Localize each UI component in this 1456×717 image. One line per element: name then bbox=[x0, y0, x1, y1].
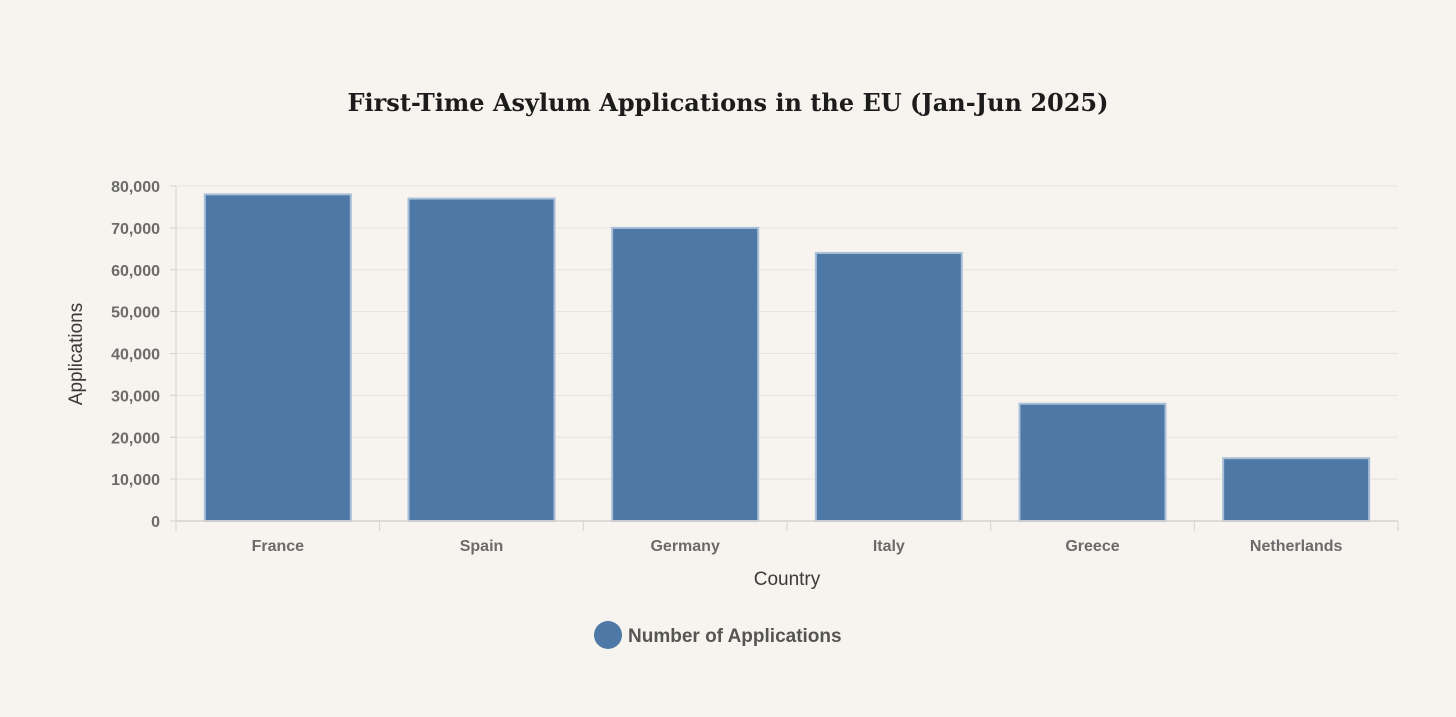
legend-label: Number of Applications bbox=[628, 626, 842, 647]
legend-marker bbox=[594, 621, 622, 649]
bar-france[interactable] bbox=[203, 193, 352, 522]
x-tick-label: France bbox=[252, 538, 305, 555]
y-axis-ticks: 0 10,000 20,000 30,000 40,000 50,000 60,000 70,… bbox=[111, 179, 176, 531]
y-tick-label: 80,000 bbox=[111, 179, 160, 196]
legend[interactable]: Number of Applications bbox=[594, 621, 842, 649]
bar-italy[interactable] bbox=[814, 252, 963, 522]
y-tick-label: 10,000 bbox=[111, 472, 160, 489]
y-tick-label: 60,000 bbox=[111, 263, 160, 280]
y-tick-label: 40,000 bbox=[111, 347, 160, 364]
y-tick-label: 50,000 bbox=[111, 305, 160, 322]
bar-greece[interactable] bbox=[1018, 402, 1167, 522]
bar-germany[interactable] bbox=[611, 226, 760, 522]
y-tick-label: 20,000 bbox=[111, 430, 160, 447]
bar-netherlands[interactable] bbox=[1222, 457, 1371, 522]
y-tick-label: 70,000 bbox=[111, 221, 160, 238]
x-tick-label: Germany bbox=[650, 538, 719, 555]
x-tick-label: Netherlands bbox=[1250, 538, 1343, 555]
y-tick-label: 30,000 bbox=[111, 388, 160, 405]
bar-spain[interactable] bbox=[407, 197, 556, 522]
bars bbox=[203, 193, 1371, 522]
x-axis-ticks: France Spain Germany Italy Greece Netherlands bbox=[175, 521, 1399, 555]
x-axis-title: Country bbox=[754, 569, 821, 590]
x-tick-label: Greece bbox=[1065, 538, 1119, 555]
chart-title: First-Time Asylum Applications in the EU… bbox=[347, 88, 1109, 117]
gridlines bbox=[176, 185, 1398, 480]
x-tick-label: Spain bbox=[460, 538, 504, 555]
y-axis-title: Applications bbox=[66, 303, 87, 405]
x-tick-label: Italy bbox=[873, 538, 905, 555]
y-tick-label: 0 bbox=[151, 514, 160, 531]
